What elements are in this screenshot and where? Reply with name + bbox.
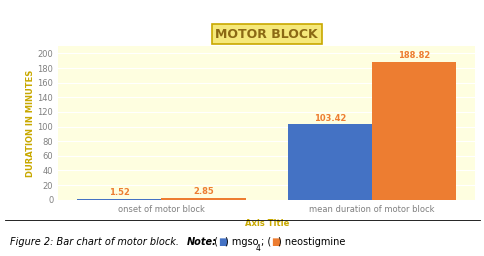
Text: ■: ■: [217, 237, 227, 247]
Text: Figure 2: Bar chart of motor block.: Figure 2: Bar chart of motor block.: [10, 237, 182, 247]
Text: 4: 4: [256, 244, 260, 253]
Title: MOTOR BLOCK: MOTOR BLOCK: [215, 28, 318, 41]
Text: ) mgso: ) mgso: [224, 237, 257, 247]
Text: 188.82: 188.82: [397, 51, 429, 60]
Text: 103.42: 103.42: [313, 114, 346, 123]
X-axis label: Axis Title: Axis Title: [244, 219, 288, 228]
Text: ■: ■: [271, 237, 280, 247]
Text: Note:: Note:: [186, 237, 216, 247]
Bar: [371, 62, 455, 200]
Bar: [77, 199, 161, 200]
Text: ; (: ; (: [260, 237, 271, 247]
Bar: [287, 124, 371, 200]
Text: (: (: [211, 237, 217, 247]
Text: 1.52: 1.52: [108, 188, 129, 197]
Text: 2.85: 2.85: [193, 187, 213, 196]
Y-axis label: DURATION IN MINUTES: DURATION IN MINUTES: [26, 69, 35, 176]
Text: ) neostigmine: ) neostigmine: [278, 237, 345, 247]
Bar: [161, 198, 245, 200]
